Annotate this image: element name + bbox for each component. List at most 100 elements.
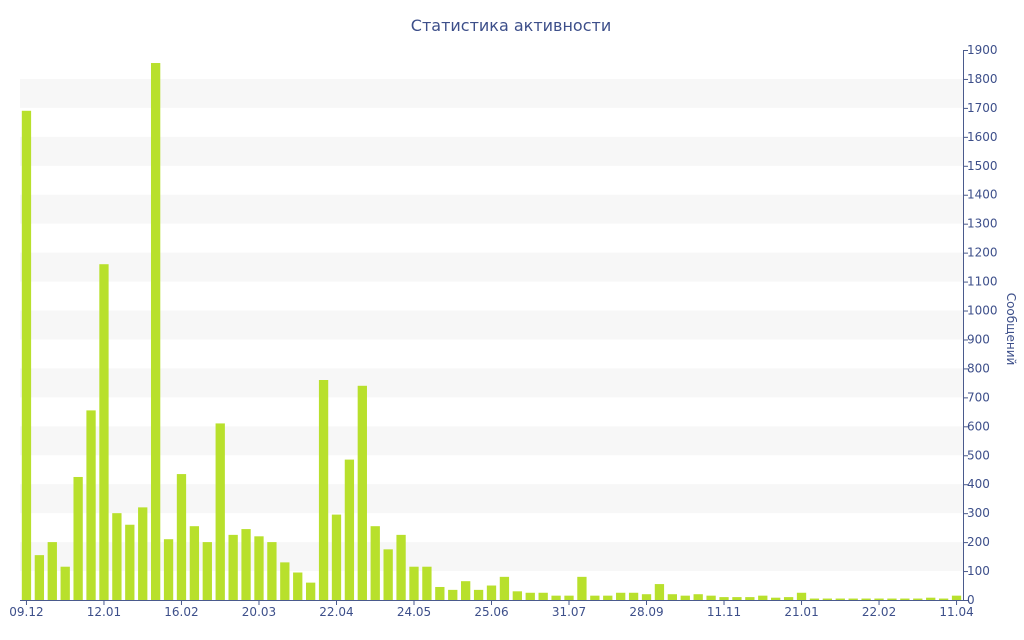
bar[interactable] (654, 584, 665, 600)
bar[interactable] (758, 595, 768, 600)
bar[interactable] (125, 524, 135, 600)
bar[interactable] (538, 592, 548, 600)
bar[interactable] (138, 507, 148, 600)
x-tick-label: 21.01 (784, 605, 818, 619)
bar[interactable] (938, 598, 949, 600)
bar[interactable] (241, 529, 251, 600)
bar[interactable] (745, 597, 755, 600)
y-tick-label: 1600 (967, 130, 998, 144)
bar[interactable] (47, 542, 57, 600)
x-tick-label: 24.05 (397, 605, 431, 619)
y-tick-label: 1900 (967, 43, 998, 57)
bar[interactable] (21, 110, 32, 600)
bar[interactable] (176, 474, 187, 600)
bar[interactable] (34, 555, 45, 600)
bar[interactable] (473, 589, 484, 600)
bar[interactable] (732, 597, 742, 600)
bar[interactable] (771, 597, 781, 600)
bar[interactable] (254, 536, 264, 600)
bar[interactable] (293, 572, 303, 601)
bar[interactable] (693, 594, 703, 600)
bar[interactable] (835, 598, 845, 600)
bar[interactable] (150, 63, 161, 601)
bar[interactable] (499, 576, 510, 600)
bar[interactable] (848, 598, 858, 600)
x-tick-label: 16.02 (164, 605, 198, 619)
bar[interactable] (215, 423, 225, 600)
bar[interactable] (577, 576, 587, 600)
bar[interactable] (551, 595, 561, 600)
bar[interactable] (435, 586, 445, 600)
y-axis-title: Сообщений (1004, 293, 1018, 366)
bar[interactable] (461, 581, 471, 600)
bar[interactable] (951, 595, 962, 600)
bar[interactable] (680, 595, 690, 600)
bar[interactable] (306, 582, 316, 600)
bar[interactable] (448, 589, 458, 600)
bar[interactable] (267, 542, 277, 600)
bar[interactable] (409, 566, 419, 600)
bar[interactable] (331, 514, 342, 600)
bar[interactable] (926, 597, 936, 600)
bar[interactable] (202, 542, 212, 600)
y-tick-label: 100 (967, 564, 990, 578)
bar[interactable] (913, 598, 923, 600)
grid-band (20, 252, 963, 282)
bar[interactable] (525, 592, 535, 600)
y-axis-ticks: 0 100 200 300 400 500 600 700 800 900 1000 1100 1200… (963, 43, 998, 607)
y-tick-label: 1000 (967, 304, 998, 318)
x-tick-label: 28.09 (629, 605, 663, 619)
y-tick-label: 1500 (967, 159, 998, 173)
bar[interactable] (422, 566, 432, 600)
bar[interactable] (809, 598, 820, 600)
bar[interactable] (99, 264, 109, 600)
chart-title: Статистика активности (411, 16, 611, 35)
grid-band (20, 426, 963, 456)
bar[interactable] (706, 595, 716, 600)
bar[interactable] (370, 526, 380, 600)
bar[interactable] (512, 591, 522, 600)
bar[interactable] (564, 595, 574, 600)
bar[interactable] (667, 594, 677, 600)
grid-band (20, 78, 963, 108)
y-tick-label: 1800 (967, 72, 998, 86)
x-tick-label: 22.04 (319, 605, 353, 619)
bar[interactable] (887, 598, 897, 600)
x-tick-label: 11.11 (707, 605, 741, 619)
bar[interactable] (163, 539, 174, 600)
x-tick-label: 25.06 (474, 605, 508, 619)
bar[interactable] (590, 595, 600, 600)
x-axis-ticks: 09.12 12.01 16.02 20.03 22.04 24.05 25.06 31.07… (9, 600, 974, 619)
bar[interactable] (796, 592, 807, 600)
bar[interactable] (874, 598, 884, 600)
y-tick-label: 700 (967, 390, 990, 404)
bar[interactable] (189, 526, 200, 600)
y-tick-label: 400 (967, 477, 990, 491)
bar[interactable] (861, 598, 871, 600)
bar[interactable] (357, 385, 367, 600)
bar[interactable] (280, 562, 290, 600)
bar[interactable] (73, 476, 83, 600)
bar[interactable] (112, 513, 122, 600)
bar[interactable] (486, 585, 497, 600)
bar[interactable] (822, 598, 833, 600)
bar[interactable] (396, 534, 406, 600)
bar[interactable] (60, 566, 70, 600)
bar[interactable] (318, 380, 329, 600)
bar[interactable] (900, 598, 910, 600)
bar[interactable] (719, 597, 729, 600)
x-tick-label: 22.02 (862, 605, 896, 619)
bar[interactable] (641, 594, 652, 600)
bar[interactable] (383, 549, 393, 600)
bar[interactable] (86, 410, 96, 600)
bar[interactable] (603, 595, 613, 600)
bar[interactable] (783, 597, 794, 600)
bar[interactable] (344, 459, 355, 600)
bar[interactable] (616, 592, 626, 600)
y-tick-label: 500 (967, 448, 990, 462)
bar[interactable] (628, 592, 639, 600)
grid-band (20, 542, 963, 572)
bar[interactable] (228, 534, 238, 600)
